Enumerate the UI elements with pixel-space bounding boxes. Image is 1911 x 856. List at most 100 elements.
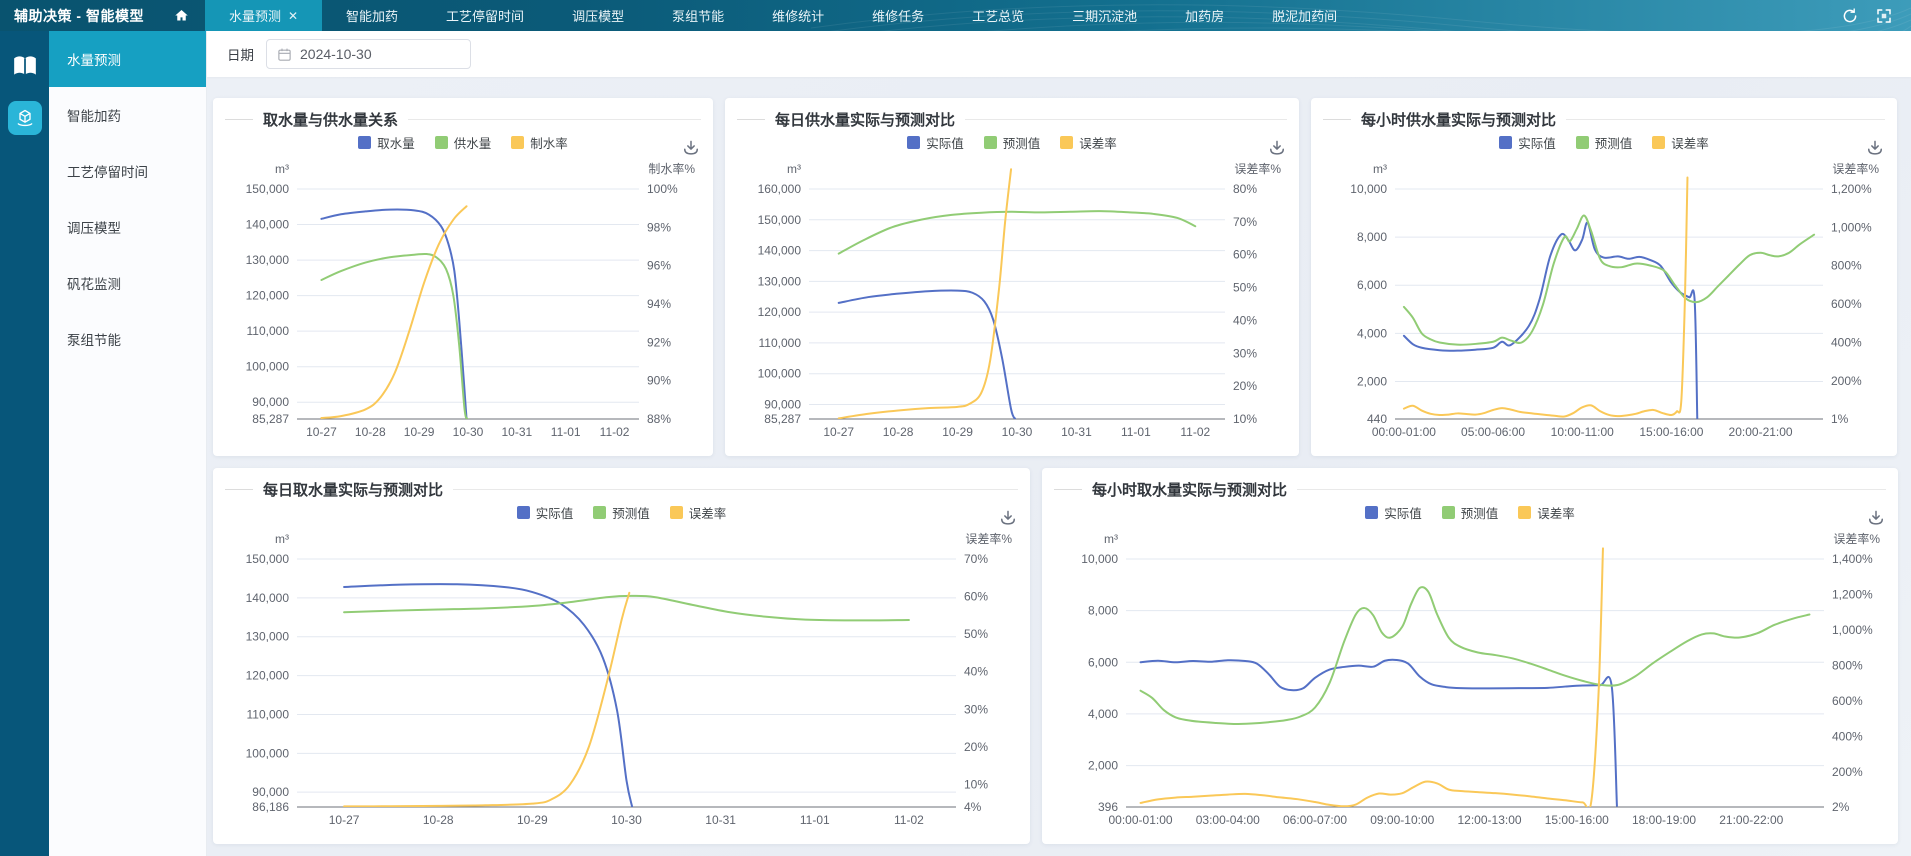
legend-swatch <box>511 135 525 149</box>
sidebar-item-水量预测[interactable]: 水量预测 <box>49 31 206 87</box>
tab-智能加药[interactable]: 智能加药 <box>322 0 422 31</box>
legend-item-预测值[interactable]: 预测值 <box>983 133 1041 152</box>
download-icon[interactable] <box>1267 138 1287 158</box>
home-button[interactable] <box>158 0 205 31</box>
tab-三期沉淀池[interactable]: 三期沉淀池 <box>1048 0 1161 31</box>
svg-text:11-01: 11-01 <box>1121 425 1151 439</box>
svg-text:11-01: 11-01 <box>551 425 581 439</box>
svg-text:11-02: 11-02 <box>600 425 630 439</box>
svg-text:m³: m³ <box>275 162 289 176</box>
svg-text:1%: 1% <box>1831 412 1849 426</box>
svg-text:21:00-22:00: 21:00-22:00 <box>1719 813 1783 827</box>
tab-水量预测[interactable]: 水量预测 ✕ <box>204 0 323 31</box>
svg-text:10-27: 10-27 <box>823 425 854 439</box>
refresh-icon[interactable] <box>1841 7 1859 25</box>
svg-text:03:00-04:00: 03:00-04:00 <box>1196 813 1260 827</box>
title-divider <box>453 489 1018 491</box>
legend-item-实际值[interactable]: 实际值 <box>1499 133 1556 152</box>
download-icon[interactable] <box>1865 138 1885 158</box>
legend-item-实际值[interactable]: 实际值 <box>1365 503 1422 522</box>
legend-swatch <box>593 505 607 519</box>
legend-item-预测值[interactable]: 预测值 <box>593 503 650 522</box>
chart-title: 每小时供水量实际与预测对比 <box>1361 112 1557 130</box>
svg-text:140,000: 140,000 <box>758 244 802 258</box>
svg-text:8,000: 8,000 <box>1357 230 1387 244</box>
sidebar-item-调压模型[interactable]: 调压模型 <box>67 221 121 236</box>
svg-text:1,400%: 1,400% <box>1832 552 1873 566</box>
legend-label: 供水量 <box>453 136 492 151</box>
legend-item-实际值[interactable]: 实际值 <box>907 133 964 152</box>
model-cube-button[interactable] <box>7 101 42 135</box>
legend-item-误差率[interactable]: 误差率 <box>1652 133 1709 152</box>
tab-调压模型[interactable]: 调压模型 <box>548 0 648 31</box>
legend-label: 预测值 <box>1002 136 1041 151</box>
svg-text:m³: m³ <box>787 162 801 176</box>
svg-text:10-27: 10-27 <box>329 813 360 827</box>
sidebar-item-矾花监测[interactable]: 矾花监测 <box>67 277 121 292</box>
legend-label: 实际值 <box>1518 136 1556 151</box>
download-icon[interactable] <box>1866 508 1886 528</box>
line-chart: 150,000 140,000 130,000 120,000 110,000 100,0… <box>225 153 701 450</box>
sidebar-item-智能加药[interactable]: 智能加药 <box>67 109 121 124</box>
tab-维修统计[interactable]: 维修统计 <box>748 0 848 31</box>
legend-item-取水量[interactable]: 取水量 <box>358 133 415 152</box>
legend-swatch <box>669 505 683 519</box>
tab-维修任务[interactable]: 维修任务 <box>848 0 948 31</box>
sidebar-item-泵组节能[interactable]: 泵组节能 <box>67 333 121 348</box>
fullscreen-icon[interactable] <box>1875 7 1893 25</box>
svg-text:40%: 40% <box>964 665 988 679</box>
tab-泵组节能[interactable]: 泵组节能 <box>648 0 748 31</box>
svg-text:10,000: 10,000 <box>1081 552 1118 566</box>
title-divider <box>1297 489 1886 491</box>
legend-item-误差率[interactable]: 误差率 <box>1060 133 1117 152</box>
tab-close-icon[interactable]: ✕ <box>287 8 299 23</box>
legend-swatch <box>983 135 997 149</box>
legend-item-制水率[interactable]: 制水率 <box>511 133 568 152</box>
title-divider <box>1323 119 1351 121</box>
legend-label: 预测值 <box>612 506 650 521</box>
chart-card-header: 每日取水量实际与预测对比 <box>225 478 1018 501</box>
sidebar-item-工艺停留时间[interactable]: 工艺停留时间 <box>67 165 148 180</box>
svg-text:110,000: 110,000 <box>759 336 802 350</box>
svg-text:600%: 600% <box>1831 297 1862 311</box>
svg-text:10-29: 10-29 <box>404 425 435 439</box>
tab-label: 维修任务 <box>872 9 925 24</box>
legend-item-实际值[interactable]: 实际值 <box>516 503 573 522</box>
svg-text:2,000: 2,000 <box>1088 759 1118 773</box>
legend-item-预测值[interactable]: 预测值 <box>1441 503 1499 522</box>
svg-text:4,000: 4,000 <box>1088 707 1118 721</box>
chart-card-header: 每小时取水量实际与预测对比 <box>1054 478 1886 501</box>
svg-text:09:00-10:00: 09:00-10:00 <box>1370 813 1434 827</box>
chart-title: 每日取水量实际与预测对比 <box>263 482 444 500</box>
icon-rail <box>0 31 49 856</box>
svg-text:10-30: 10-30 <box>611 813 642 827</box>
chart-legend: 实际值 预测值 误差率 <box>225 501 1018 523</box>
tab-脱泥加药间[interactable]: 脱泥加药间 <box>1248 0 1361 31</box>
tab-加药房[interactable]: 加药房 <box>1161 0 1248 31</box>
legend-item-误差率[interactable]: 误差率 <box>669 503 726 522</box>
download-icon[interactable] <box>681 138 701 158</box>
book-icon[interactable] <box>12 55 38 79</box>
svg-text:90,000: 90,000 <box>252 785 289 799</box>
legend-item-供水量[interactable]: 供水量 <box>434 133 492 152</box>
svg-text:130,000: 130,000 <box>246 630 290 644</box>
svg-text:10-30: 10-30 <box>1002 425 1033 439</box>
svg-text:120,000: 120,000 <box>758 305 802 319</box>
svg-text:440: 440 <box>1367 412 1387 426</box>
legend-swatch <box>1499 135 1513 149</box>
svg-text:20%: 20% <box>1233 379 1257 393</box>
legend-item-预测值[interactable]: 预测值 <box>1575 133 1632 152</box>
chart-title: 每小时取水量实际与预测对比 <box>1092 482 1288 500</box>
legend-label: 预测值 <box>1460 506 1499 521</box>
download-icon[interactable] <box>998 508 1018 528</box>
date-picker-input[interactable]: 2024-10-30 <box>266 39 471 69</box>
legend-label: 误差率 <box>1079 136 1117 151</box>
home-icon <box>175 10 188 21</box>
legend-item-误差率[interactable]: 误差率 <box>1518 503 1575 522</box>
svg-text:100,000: 100,000 <box>246 746 290 760</box>
svg-text:30%: 30% <box>1233 346 1257 360</box>
legend-swatch <box>358 135 372 149</box>
svg-text:误差率%: 误差率% <box>1832 161 1879 176</box>
tab-工艺停留时间[interactable]: 工艺停留时间 <box>422 0 548 31</box>
tab-工艺总览[interactable]: 工艺总览 <box>948 0 1048 31</box>
